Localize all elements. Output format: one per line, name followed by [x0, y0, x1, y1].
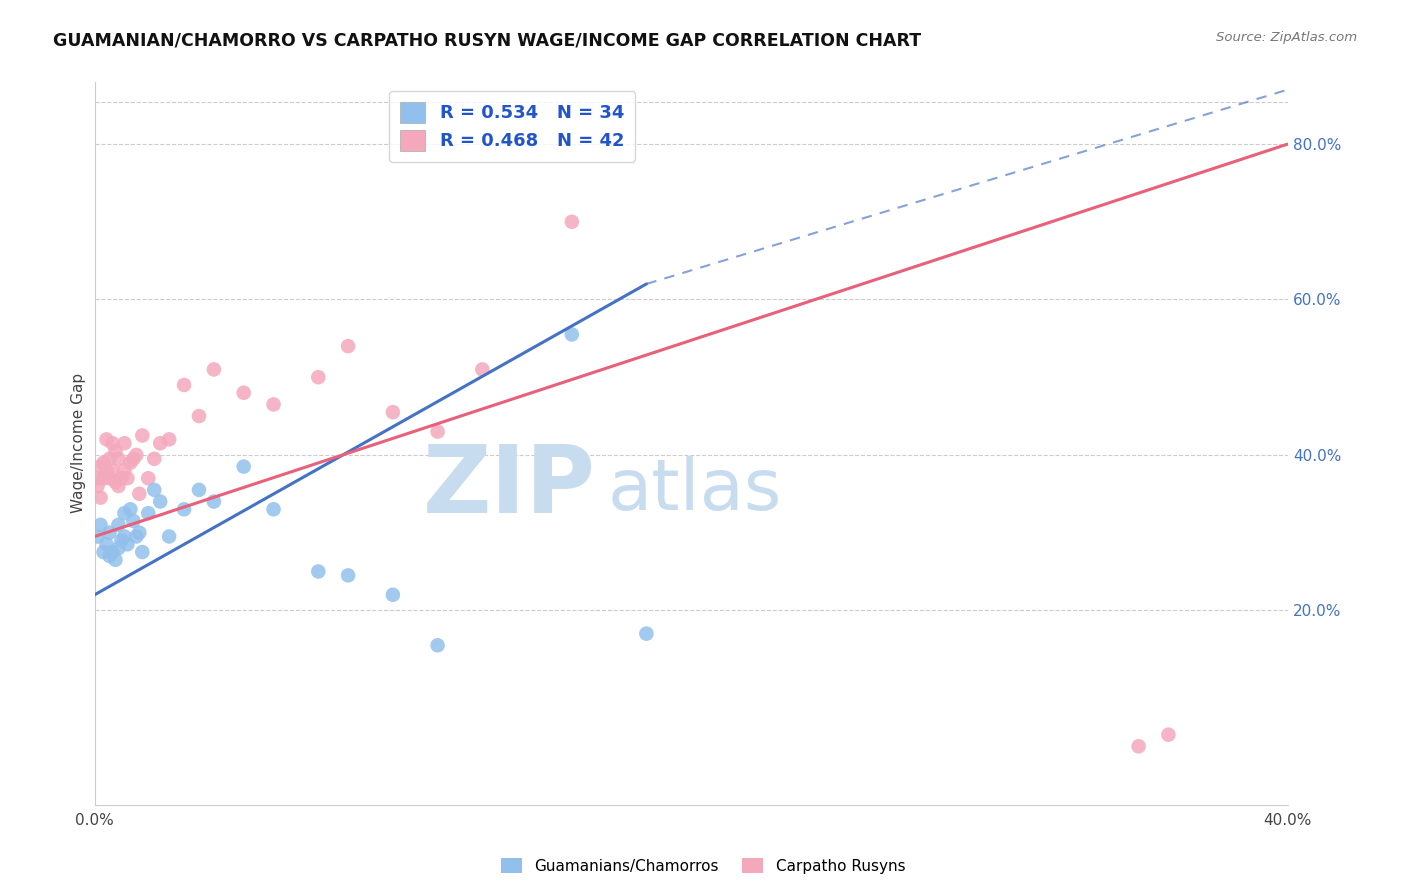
Point — [122, 451, 145, 466]
Point — [112, 436, 135, 450]
Point — [104, 475, 127, 489]
Point — [117, 471, 139, 485]
Point — [93, 456, 115, 470]
Point — [107, 541, 129, 556]
Point — [98, 471, 121, 485]
Point — [86, 479, 108, 493]
Point — [93, 471, 115, 485]
Point — [157, 529, 180, 543]
Point — [136, 471, 159, 485]
Point — [90, 517, 112, 532]
Point — [90, 491, 112, 505]
Point — [101, 436, 124, 450]
Point — [104, 553, 127, 567]
Point — [107, 451, 129, 466]
Legend: Guamanians/Chamorros, Carpatho Rusyns: Guamanians/Chamorros, Carpatho Rusyns — [495, 852, 911, 880]
Point — [561, 327, 583, 342]
Point — [143, 483, 166, 497]
Point — [263, 397, 285, 411]
Point — [426, 638, 449, 652]
Point — [426, 425, 449, 439]
Point — [107, 517, 129, 532]
Point — [96, 433, 118, 447]
Point — [110, 533, 132, 548]
Point — [120, 456, 142, 470]
Text: GUAMANIAN/CHAMORRO VS CARPATHO RUSYN WAGE/INCOME GAP CORRELATION CHART: GUAMANIAN/CHAMORRO VS CARPATHO RUSYN WAG… — [53, 31, 921, 49]
Point — [128, 487, 150, 501]
Point — [98, 525, 121, 540]
Point — [125, 529, 148, 543]
Point — [188, 409, 211, 423]
Legend: R = 0.534   N = 34, R = 0.468   N = 42: R = 0.534 N = 34, R = 0.468 N = 42 — [389, 91, 636, 161]
Point — [125, 448, 148, 462]
Point — [561, 215, 583, 229]
Point — [263, 502, 285, 516]
Y-axis label: Wage/Income Gap: Wage/Income Gap — [72, 373, 86, 513]
Point — [149, 436, 172, 450]
Point — [337, 568, 360, 582]
Point — [96, 537, 118, 551]
Point — [117, 537, 139, 551]
Point — [173, 378, 195, 392]
Point — [120, 502, 142, 516]
Point — [101, 545, 124, 559]
Point — [1128, 739, 1150, 754]
Text: Source: ZipAtlas.com: Source: ZipAtlas.com — [1216, 31, 1357, 45]
Point — [202, 494, 225, 508]
Point — [110, 471, 132, 485]
Text: ZIP: ZIP — [423, 441, 596, 533]
Text: atlas: atlas — [607, 456, 782, 524]
Point — [98, 451, 121, 466]
Point — [307, 370, 329, 384]
Point — [188, 483, 211, 497]
Point — [112, 529, 135, 543]
Point — [112, 506, 135, 520]
Point — [131, 545, 153, 559]
Point — [471, 362, 494, 376]
Point — [232, 385, 254, 400]
Point — [131, 428, 153, 442]
Point — [202, 362, 225, 376]
Point — [337, 339, 360, 353]
Point — [96, 463, 118, 477]
Point — [381, 588, 404, 602]
Point — [104, 444, 127, 458]
Point — [149, 494, 172, 508]
Point — [112, 463, 135, 477]
Point — [136, 506, 159, 520]
Point — [128, 525, 150, 540]
Point — [143, 451, 166, 466]
Point — [107, 479, 129, 493]
Point — [157, 433, 180, 447]
Point — [122, 514, 145, 528]
Point — [381, 405, 404, 419]
Point — [90, 459, 112, 474]
Point — [86, 471, 108, 485]
Point — [101, 463, 124, 477]
Point — [86, 529, 108, 543]
Point — [307, 565, 329, 579]
Point — [93, 545, 115, 559]
Point — [636, 626, 658, 640]
Point — [232, 459, 254, 474]
Point — [98, 549, 121, 563]
Point — [173, 502, 195, 516]
Point — [1157, 728, 1180, 742]
